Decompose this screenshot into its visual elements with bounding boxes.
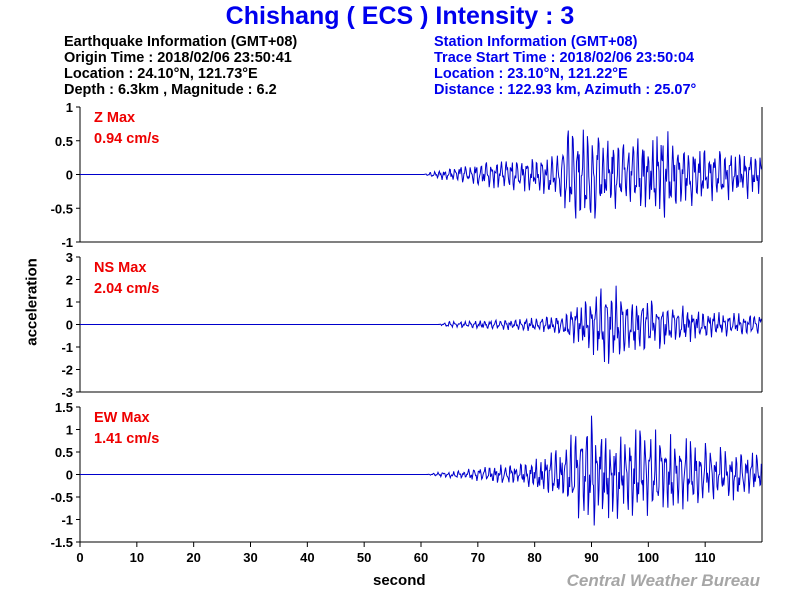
ns-ytick-label: -3 [61,385,73,400]
depth-magnitude: Depth : 6.3km , Magnitude : 6.2 [64,82,277,98]
y-axis-label: acceleration [23,258,41,346]
ns-ytick-label: -1 [61,340,73,355]
station-location: Location : 23.10°N, 121.22°E [434,66,628,82]
x-tick-label: 100 [637,550,659,565]
earthquake-info-heading: Earthquake Information (GMT+08) [64,34,298,50]
x-tick-label: 110 [695,550,716,565]
z-ytick-label: -0.5 [51,201,73,216]
ns-ytick-label: -2 [61,363,73,378]
credit-text: Central Weather Bureau [566,571,760,590]
ns-trace [80,285,762,364]
z-max-value: 0.94 cm/s [94,131,159,147]
station-info: Station Information (GMT+08) Trace Start… [434,34,696,98]
x-tick-label: 70 [471,550,485,565]
x-axis-label: second [373,572,426,589]
trace-start-time: Trace Start Time : 2018/02/06 23:50:04 [434,50,695,66]
x-tick-label: 40 [300,550,314,565]
z-ytick-label: 0 [66,168,73,183]
distance-azimuth: Distance : 122.93 km, Azimuth : 25.07° [434,82,697,98]
ew-ytick-label: 1 [66,423,73,438]
ns-ytick-label: 0 [66,318,73,333]
ns-ytick-label: 1 [66,295,73,310]
ew-max-value: 1.41 cm/s [94,431,159,447]
x-tick-label: 50 [357,550,371,565]
epicenter-location: Location : 24.10°N, 121.73°E [64,66,258,82]
x-tick-label: 0 [76,550,83,565]
x-tick-label: 60 [414,550,428,565]
x-tick-label: 80 [527,550,541,565]
z-ytick-label: 1 [66,100,73,115]
ew-ytick-label: -1 [61,513,73,528]
earthquake-info: Earthquake Information (GMT+08) Origin T… [64,34,297,98]
ns-ytick-label: 2 [66,273,73,288]
ew-max-label: EW Max [94,410,150,426]
z-ytick-label: 0.5 [55,134,73,149]
ns-max-label: NS Max [94,260,146,276]
station-info-heading: Station Information (GMT+08) [434,34,638,50]
ew-ytick-label: -0.5 [51,490,73,505]
z-trace [80,129,762,219]
chart-title: Chishang ( ECS ) Intensity : 3 [225,2,575,30]
ew-ytick-label: 1.5 [55,400,73,415]
ew-trace [80,415,762,526]
ew-ytick-label: 0.5 [55,445,73,460]
z-max-label: Z Max [94,110,135,126]
ew-ytick-label: -1.5 [51,535,73,550]
ew-ytick-label: 0 [66,468,73,483]
ns-ytick-label: 3 [66,250,73,265]
ns-max-value: 2.04 cm/s [94,281,159,297]
origin-time: Origin Time : 2018/02/06 23:50:41 [64,50,292,66]
x-tick-label: 10 [130,550,144,565]
x-tick-label: 90 [584,550,598,565]
z-ytick-label: -1 [61,235,73,250]
x-tick-label: 30 [243,550,257,565]
x-tick-label: 20 [186,550,200,565]
